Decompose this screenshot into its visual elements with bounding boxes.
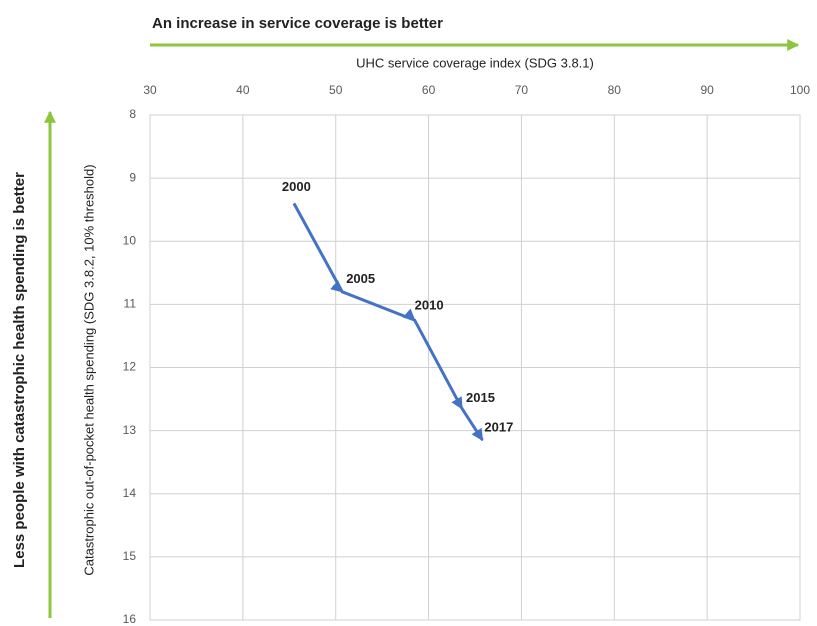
- x-tick-label: 80: [608, 83, 622, 97]
- point-label: 2000: [282, 179, 311, 194]
- y-tick-label: 12: [123, 360, 137, 374]
- y-tick-label: 11: [124, 297, 137, 311]
- annotation: Less people with catastrophic health spe…: [11, 172, 28, 568]
- y-tick-label: 10: [123, 233, 137, 247]
- y-axis-title: Catastrophic out-of-pocket health spendi…: [81, 164, 96, 575]
- y-tick-label: 16: [123, 612, 137, 626]
- point-label: 2015: [466, 390, 495, 405]
- x-tick-label: 60: [422, 83, 436, 97]
- annotation: An increase in service coverage is bette…: [152, 15, 443, 32]
- x-tick-label: 40: [236, 83, 250, 97]
- x-axis-title: UHC service coverage index (SDG 3.8.1): [356, 55, 594, 70]
- x-tick-label: 90: [700, 83, 714, 97]
- series-line: [292, 202, 484, 442]
- point-label: 2005: [346, 271, 375, 286]
- y-tick-label: 9: [129, 170, 136, 184]
- x-tick-label: 70: [515, 83, 529, 97]
- point-label: 2010: [415, 298, 444, 313]
- y-tick-label: 13: [123, 423, 137, 437]
- point-label: 2017: [484, 420, 513, 435]
- y-tick-label: 15: [123, 549, 137, 563]
- x-tick-label: 100: [790, 83, 810, 97]
- y-tick-label: 8: [129, 107, 136, 121]
- y-tick-label: 14: [123, 486, 137, 500]
- x-tick-label: 30: [143, 83, 157, 97]
- x-tick-label: 50: [329, 83, 343, 97]
